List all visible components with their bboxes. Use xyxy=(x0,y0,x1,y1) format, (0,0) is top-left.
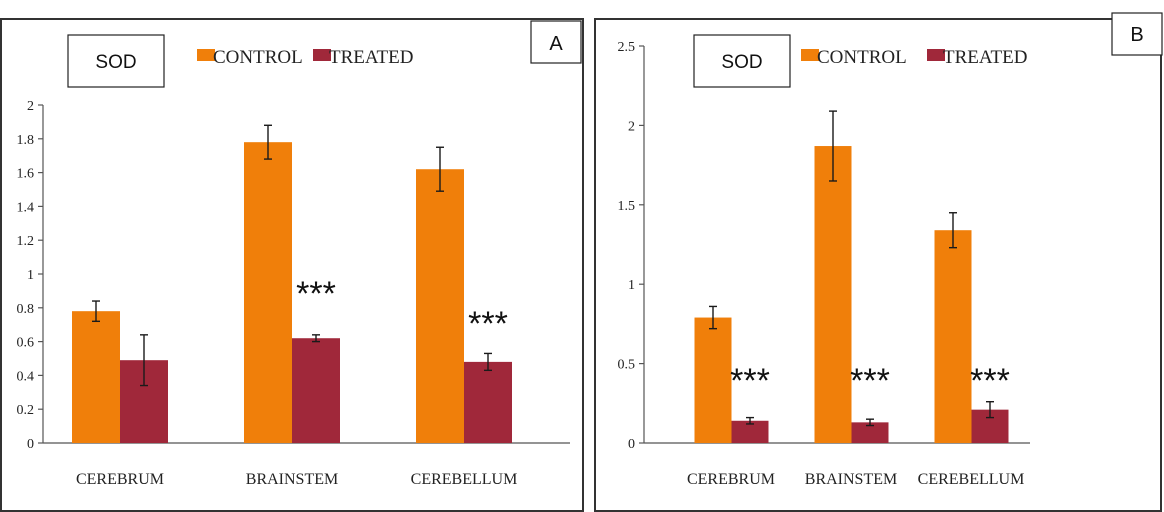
panel-a-plot: 0 0.2 0.4 0.6 0.8 1 1.2 1.4 1.6 1.8 2 CEREBRUM BRAIN… xyxy=(17,99,570,488)
bar-control-cerebellum xyxy=(416,169,464,443)
bar-control-cerebellum xyxy=(934,230,972,443)
y-tick-label: 1 xyxy=(27,268,34,283)
y-tick-label: 1.5 xyxy=(618,199,636,214)
panel-b: B SOD CONTROL TREATED 0 0.5 1 1.5 2 2.5 CEREBR… xyxy=(594,12,1163,512)
significance-marker: *** xyxy=(730,362,770,400)
panel-a-title-box xyxy=(67,34,165,88)
legend-b-control-label: CONTROL xyxy=(817,47,907,68)
legend-b-treated-swatch xyxy=(927,49,945,61)
legend-b-treated-label: TREATED xyxy=(943,47,1027,68)
legend-b-control-swatch xyxy=(801,49,819,61)
y-tick-label: 1.2 xyxy=(17,234,35,249)
y-tick-label: 2.5 xyxy=(618,40,636,55)
y-tick-label: 0.6 xyxy=(17,336,35,351)
x-tick-label: BRAINSTEM xyxy=(805,471,897,488)
bar-treated-brainstem xyxy=(292,338,340,443)
y-tick-label: 0.4 xyxy=(17,369,35,384)
y-tick-label: 1.8 xyxy=(17,133,35,148)
panel-b-title-box xyxy=(693,34,791,88)
y-tick-label: 1.6 xyxy=(17,167,35,182)
panel-a-frame xyxy=(0,18,584,512)
bar-control-cerebrum xyxy=(694,317,732,443)
bar-treated-brainstem xyxy=(851,422,889,443)
legend-a-control-label: CONTROL xyxy=(213,47,303,68)
bar-control-cerebrum xyxy=(72,311,120,443)
panel-b-label: B xyxy=(1130,24,1143,46)
x-tick-label: BRAINSTEM xyxy=(246,471,338,488)
legend-a-control-swatch xyxy=(197,49,215,61)
panel-b-frame xyxy=(594,18,1162,512)
bar-treated-cerebellum xyxy=(464,361,512,443)
y-tick-label: 2 xyxy=(27,99,34,114)
y-tick-label: 0.8 xyxy=(17,302,35,317)
y-tick-label: 0.2 xyxy=(17,403,35,418)
panel-a-title: SOD xyxy=(95,52,136,73)
legend-a-treated-label: TREATED xyxy=(329,47,413,68)
significance-marker: *** xyxy=(296,275,336,313)
x-tick-label: CEREBELLUM xyxy=(411,471,518,488)
y-tick-label: 0 xyxy=(27,437,34,452)
x-tick-label: CEREBRUM xyxy=(687,471,775,488)
panel-a-label-box xyxy=(530,20,582,64)
panel-b-plot: 0 0.5 1 1.5 2 2.5 CEREBRUM BRAINSTEM CEREBELLUM *… xyxy=(618,40,1030,488)
x-tick-label: CEREBRUM xyxy=(76,471,164,488)
y-tick-label: 1.4 xyxy=(17,200,35,215)
bar-control-brainstem xyxy=(244,142,292,443)
panel-b-label-box xyxy=(1111,12,1163,56)
y-tick-label: 0 xyxy=(628,437,635,452)
y-tick-label: 2 xyxy=(628,119,635,134)
panel-a: A SOD CONTROL TREATED 0 0.2 0.4 0.6 0.8 1 1.2 1… xyxy=(0,18,584,512)
significance-marker: *** xyxy=(468,305,508,343)
panel-b-title: SOD xyxy=(721,52,762,73)
legend-a-treated-swatch xyxy=(313,49,331,61)
y-tick-label: 1 xyxy=(628,278,635,293)
bar-treated-cerebrum xyxy=(731,420,769,443)
significance-marker: *** xyxy=(970,362,1010,400)
bar-control-brainstem xyxy=(814,146,852,443)
significance-marker: *** xyxy=(850,362,890,400)
x-tick-label: CEREBELLUM xyxy=(918,471,1025,488)
y-tick-label: 0.5 xyxy=(618,358,636,373)
panel-a-label: A xyxy=(549,33,563,55)
